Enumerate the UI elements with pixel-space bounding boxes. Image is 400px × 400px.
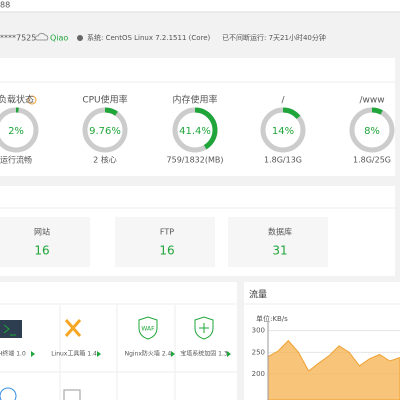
gauge-value: 9.76% xyxy=(89,126,121,137)
count-value: 31 xyxy=(272,244,287,258)
gauge-detail: 759/1832(MB) xyxy=(167,156,224,165)
traffic-area xyxy=(267,339,400,400)
gauge-detail: 1.8G/13G xyxy=(264,156,302,165)
system-icon xyxy=(77,35,83,41)
count-label: FTP xyxy=(160,228,174,237)
app-icon[interactable] xyxy=(0,387,17,400)
gauge-detail: 1.8G/25G xyxy=(353,156,391,165)
count-box xyxy=(228,217,328,267)
gauge-value: 41.4% xyxy=(179,126,211,137)
gauge-value: 14% xyxy=(272,126,294,137)
count-value: 16 xyxy=(34,244,49,258)
waf-icon[interactable] xyxy=(138,316,158,340)
ssh-glyph xyxy=(3,324,16,336)
play-icon xyxy=(97,351,101,357)
gauge-title: CPU使用率 xyxy=(82,94,127,106)
gauge-detail: 2 核心 xyxy=(93,155,117,165)
ip: 88 xyxy=(0,1,10,10)
gauge-arc xyxy=(0,107,39,153)
count-label: 数据库 xyxy=(268,227,292,237)
count-box xyxy=(115,217,215,267)
y-tick-label: 200 xyxy=(252,370,265,378)
harden-glyph xyxy=(199,323,209,333)
y-tick-label: 250 xyxy=(252,348,265,356)
software-name: Linux工具箱 1.4 xyxy=(51,350,97,358)
gauge-detail: 运行流畅 xyxy=(0,155,32,165)
count-value: 16 xyxy=(159,244,174,258)
software-name: SSH终端 1.0 xyxy=(0,350,26,358)
gauge-title: 内存使用率 xyxy=(172,94,217,106)
toolbox-icon[interactable] xyxy=(64,319,82,337)
traffic-unit: 单位:KB/s xyxy=(256,314,288,323)
help-icon[interactable] xyxy=(27,95,37,105)
traffic-title: 流量 xyxy=(249,289,267,301)
cloud-icon xyxy=(35,32,49,41)
play-icon xyxy=(31,351,35,357)
ssh-icon[interactable] xyxy=(0,320,22,338)
gauge-arc xyxy=(82,107,128,153)
uptime: 已不间断运行: 7天21小时40分钟 xyxy=(222,33,326,42)
gauge-title: 负载状态 xyxy=(0,94,34,106)
user: ****7525 xyxy=(0,34,36,43)
gauge-value: 2% xyxy=(8,126,24,137)
gauge-title: / xyxy=(281,96,285,106)
gauge-title: /www xyxy=(359,96,384,106)
play-icon xyxy=(227,351,231,357)
waf-glyph: WAF xyxy=(141,326,155,333)
software-name: 宝塔系统加固 1.3 xyxy=(180,350,228,358)
nick: Qiao xyxy=(50,34,68,43)
count-box xyxy=(0,217,90,267)
status-card xyxy=(0,58,395,176)
harden-icon[interactable] xyxy=(194,316,214,340)
gauge-arc xyxy=(260,107,306,153)
y-tick-label: 300 xyxy=(252,327,265,335)
software-name: Nginx防火墙 2.4 xyxy=(125,350,172,358)
gauge-arc xyxy=(172,107,218,153)
app-icon[interactable] xyxy=(63,389,81,400)
software-card xyxy=(0,282,237,400)
gauge-arc xyxy=(349,107,395,153)
gauge-value: 8% xyxy=(364,126,380,137)
play-icon xyxy=(171,351,175,357)
address-bar xyxy=(0,0,400,12)
count-label: 网站 xyxy=(34,227,50,237)
system: 系统: CentOS Linux 7.2.1511 (Core) xyxy=(87,33,211,42)
